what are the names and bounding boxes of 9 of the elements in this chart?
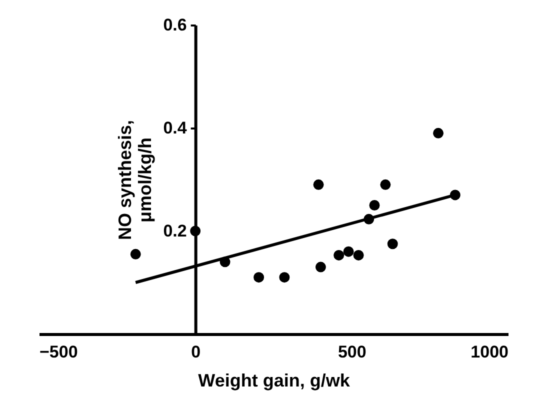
x-axis-title: Weight gain, g/wk xyxy=(198,370,351,390)
x-tick-label: 500 xyxy=(338,342,366,362)
y-tick-label: 0.4 xyxy=(163,118,188,138)
y-tick-label: 0.6 xyxy=(163,16,187,34)
x-tick-label: 1000 xyxy=(470,342,508,362)
y-axis-title: NO synthesis, μmol/kg/h xyxy=(115,120,156,240)
x-tick-label: −500 xyxy=(40,342,78,362)
x-tick-label: 0 xyxy=(191,342,201,362)
y-tick-label: 0.2 xyxy=(163,222,187,240)
